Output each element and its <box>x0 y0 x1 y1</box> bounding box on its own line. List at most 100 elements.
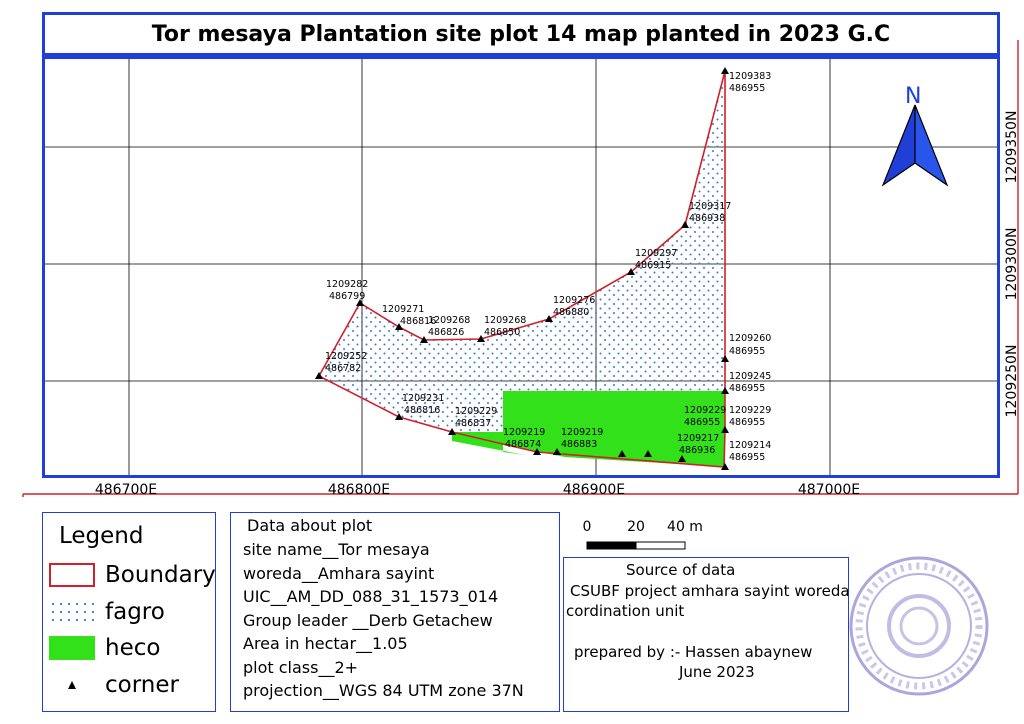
group-leader: Group leader __Derb Getachew <box>243 611 493 630</box>
heco-area-strip <box>452 432 525 455</box>
corner-label-n: 1209282 <box>326 279 368 290</box>
corner-label-n: 1209219 <box>503 427 545 438</box>
north-label: N <box>905 84 921 109</box>
uic: UIC__AM_DD_088_31_1573_014 <box>243 587 499 606</box>
heco-area-main <box>503 391 725 467</box>
corner-label-e: 486883 <box>561 439 597 450</box>
map-frame: 1209383 486955 1209317 486938 1209297 48… <box>42 56 1000 478</box>
corner-marker <box>420 336 428 343</box>
corner-marker <box>395 413 403 420</box>
corner-label-n: 1209383 <box>729 71 771 82</box>
corner-label-n: 1209297 <box>635 248 677 259</box>
corner-marker <box>448 428 456 435</box>
corner-label-n: 1209268 <box>484 315 526 326</box>
corner-marker <box>678 455 686 462</box>
corner-label-n: 1209260 <box>729 333 771 344</box>
corner-marker <box>477 335 485 342</box>
corner-marker <box>618 450 626 457</box>
corner-labels: 1209383 486955 1209317 486938 1209297 48… <box>325 71 771 463</box>
corner-label-e: 486955 <box>729 417 765 428</box>
corner-label-e: 486850 <box>484 327 520 338</box>
map-canvas: 1209383 486955 1209317 486938 1209297 48… <box>45 59 997 475</box>
corner-marker <box>721 67 729 74</box>
corner-label-e: 486936 <box>679 445 715 456</box>
corner-markers <box>315 67 729 470</box>
corner-marker <box>721 463 729 470</box>
scale-label: 20 <box>627 519 645 535</box>
corner-label-n: 1209271 <box>382 304 424 315</box>
x-tick-label: 486800E <box>328 482 390 498</box>
corner-marker <box>395 323 403 330</box>
corner-label-n: 1209268 <box>428 315 470 326</box>
corner-label-n: 1209231 <box>402 393 444 404</box>
plot-data-heading: Data about plot <box>247 516 373 535</box>
fagro-area <box>319 71 725 467</box>
source-line: cordination unit <box>566 602 685 620</box>
legend-label: corner <box>105 672 179 698</box>
corner-label-n: 1209229 <box>455 406 497 417</box>
corner-label-n: 1209214 <box>729 440 771 451</box>
corner-marker <box>681 221 689 228</box>
corner-marker <box>644 450 652 457</box>
projection: projection__WGS 84 UTM zone 37N <box>243 681 524 700</box>
corner-label-e: 486955 <box>729 83 765 94</box>
legend-label: heco <box>105 635 161 661</box>
official-stamp-icon <box>849 556 989 696</box>
fagro-swatch <box>49 600 95 624</box>
corner-label-e: 486816 <box>400 316 436 327</box>
scale-label: 40 m <box>667 519 703 535</box>
legend-title: Legend <box>59 523 144 549</box>
corner-marker <box>721 426 729 433</box>
corner-label-n: 1209219 <box>561 427 603 438</box>
corner-label-e: 486955 <box>729 383 765 394</box>
corner-label-n: 1209252 <box>325 351 367 362</box>
corner-marker <box>315 372 323 379</box>
y-tick-label: 1209350N <box>1004 111 1020 184</box>
corner-marker <box>553 448 561 455</box>
corner-label-e: 486955 <box>684 417 720 428</box>
corner-label-n: 1209317 <box>689 201 731 212</box>
source-heading: Source of data <box>626 561 736 579</box>
prepared-date: June 2023 <box>679 663 755 681</box>
corner-label-e: 486915 <box>635 260 671 271</box>
y-tick-label: 1209250N <box>1004 345 1020 418</box>
boundary-swatch <box>49 563 95 587</box>
corner-label-n: 1209229 <box>729 405 771 416</box>
corner-marker <box>721 387 729 394</box>
corner-label-n: 1209276 <box>553 295 595 306</box>
corner-marker <box>627 268 635 275</box>
heco-swatch <box>49 636 95 660</box>
corner-marker <box>533 448 541 455</box>
x-tick-label: 486900E <box>563 482 625 498</box>
map-title-box: Tor mesaya Plantation site plot 14 map p… <box>42 12 1000 56</box>
woreda: woreda__Amhara sayint <box>243 564 435 583</box>
x-tick-label: 486700E <box>95 482 157 498</box>
legend-item-fagro: fagro <box>49 598 165 626</box>
corner-swatch <box>49 673 95 697</box>
corner-marker <box>545 315 553 322</box>
scale-label: 0 <box>583 519 592 535</box>
legend-label: Boundary <box>105 562 216 588</box>
y-tick-label: 1209300N <box>1004 228 1020 301</box>
source-panel: Source of data CSUBF project amhara sayi… <box>563 557 850 712</box>
x-tick-label: 487000E <box>798 482 860 498</box>
corner-label-e: 486938 <box>689 213 725 224</box>
corner-label-e: 486837 <box>455 418 491 429</box>
corner-label-n: 1209245 <box>729 371 771 382</box>
source-line: CSUBF project amhara sayint woreda <box>570 582 850 600</box>
corner-label-e: 486880 <box>553 307 589 318</box>
north-arrow-icon: N <box>881 84 949 187</box>
corner-label-n: 1209217 <box>677 433 719 444</box>
scale-bar: 0 20 40 m <box>583 519 703 550</box>
plot-data-panel: Data about plot site name__Tor mesaya wo… <box>230 512 560 712</box>
legend-item-boundary: Boundary <box>49 561 216 589</box>
corner-label-e: 486955 <box>729 346 765 357</box>
corner-label-e: 486826 <box>428 327 464 338</box>
corner-label-n: 1209229 <box>684 405 726 416</box>
site-name: site name__Tor mesaya <box>243 540 430 559</box>
corner-label-e: 486955 <box>729 452 765 463</box>
legend-item-heco: heco <box>49 634 160 662</box>
legend-item-corner: corner <box>49 671 179 699</box>
prepared-by: prepared by :- Hassen abaynew <box>574 643 813 661</box>
map-title: Tor mesaya Plantation site plot 14 map p… <box>151 21 891 47</box>
